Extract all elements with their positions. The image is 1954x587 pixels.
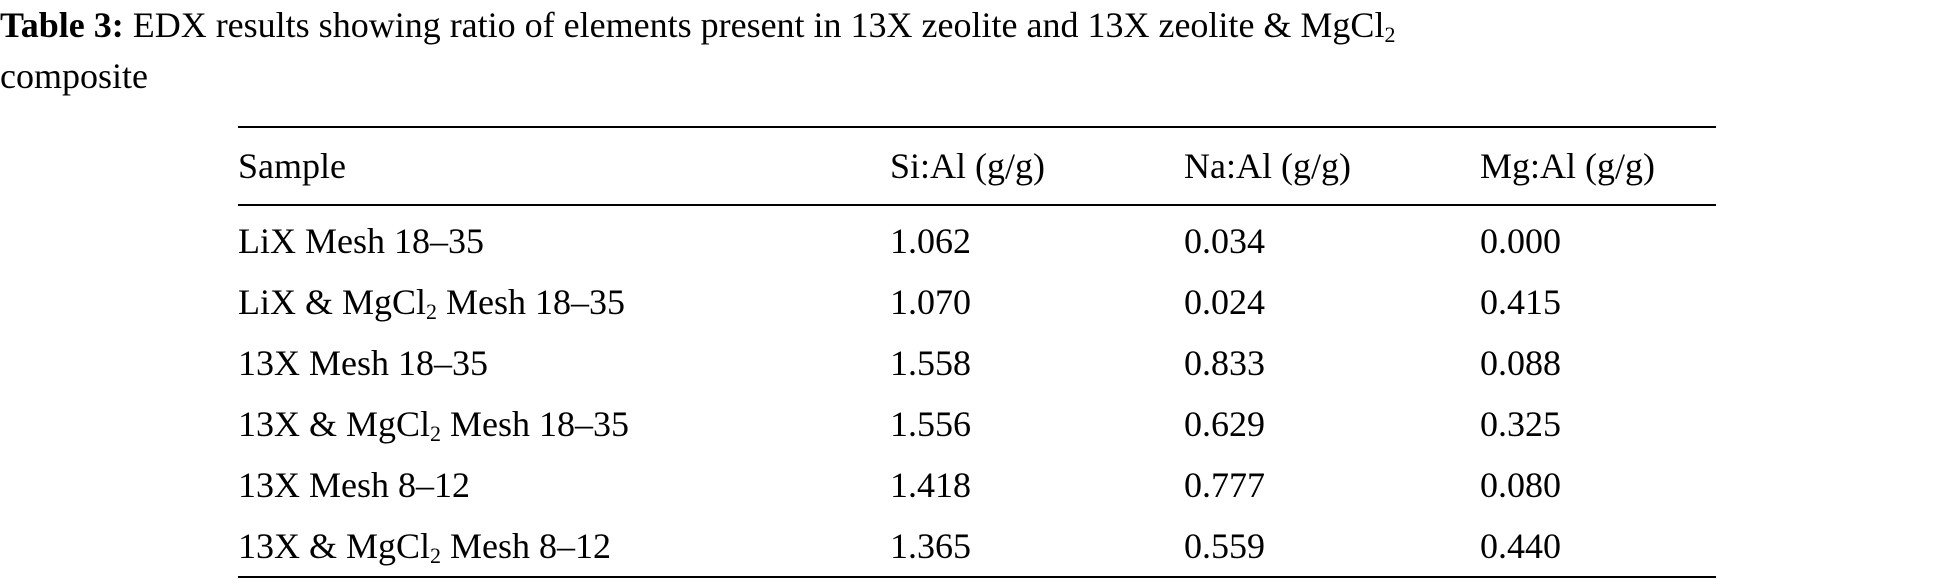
header-sample: Sample — [238, 146, 346, 186]
table-row: 13X & MgCl2 Mesh 8–12 1.365 0.559 0.440 — [238, 515, 1716, 577]
cell-mg-al: 0.440 — [1480, 525, 1561, 566]
cell-mg-al: 0.415 — [1480, 281, 1561, 322]
table-caption: Table 3: EDX results showing ratio of el… — [0, 0, 1954, 102]
cell-si-al: 1.556 — [890, 403, 971, 444]
sample-subscript: 2 — [430, 542, 442, 568]
cell-si-al: 1.365 — [890, 525, 971, 566]
cell-mg-al: 0.325 — [1480, 403, 1561, 444]
cell-si-al: 1.418 — [890, 464, 971, 505]
cell-na-al: 0.629 — [1184, 403, 1265, 444]
cell-si-al: 1.062 — [890, 220, 971, 261]
header-na-al: Na:Al (g/g) — [1184, 146, 1351, 186]
cell-mg-al: 0.080 — [1480, 464, 1561, 505]
header-si-al: Si:Al (g/g) — [890, 146, 1046, 186]
table-row: 13X & MgCl2 Mesh 18–35 1.556 0.629 0.325 — [238, 393, 1716, 454]
sample-suffix: Mesh 18–35 — [441, 403, 630, 444]
sample-name: 13X & MgCl — [238, 525, 431, 566]
edx-results-table: Sample Si:Al (g/g) Na:Al (g/g) Mg:Al (g/… — [238, 126, 1716, 578]
caption-subscript: 2 — [1384, 22, 1396, 47]
caption-label: Table 3: — [0, 5, 124, 45]
sample-name: 13X & MgCl — [238, 403, 431, 444]
cell-sample: 13X & MgCl2 Mesh 8–12 — [238, 515, 890, 577]
table-row: 13X Mesh 8–12 1.418 0.777 0.080 — [238, 454, 1716, 515]
cell-na-al: 0.034 — [1184, 220, 1265, 261]
sample-suffix: Mesh 8–12 — [441, 525, 612, 566]
cell-sample: LiX Mesh 18–35 — [238, 205, 890, 271]
table-row: 13X Mesh 18–35 1.558 0.833 0.088 — [238, 332, 1716, 393]
sample-name: 13X Mesh 18–35 — [238, 342, 488, 383]
cell-sample: 13X & MgCl2 Mesh 18–35 — [238, 393, 890, 454]
sample-subscript: 2 — [426, 298, 438, 324]
sample-name: 13X Mesh 8–12 — [238, 464, 470, 505]
table-row: LiX Mesh 18–35 1.062 0.034 0.000 — [238, 205, 1716, 271]
cell-na-al: 0.833 — [1184, 342, 1265, 383]
caption-text: EDX results showing ratio of elements pr… — [123, 5, 1385, 45]
cell-na-al: 0.777 — [1184, 464, 1265, 505]
sample-name: LiX & MgCl — [238, 281, 427, 322]
cell-si-al: 1.070 — [890, 281, 971, 322]
sample-subscript: 2 — [430, 420, 442, 446]
cell-sample: LiX & MgCl2 Mesh 18–35 — [238, 271, 890, 332]
header-mg-al: Mg:Al (g/g) — [1480, 146, 1655, 186]
cell-na-al: 0.024 — [1184, 281, 1265, 322]
table-row: LiX & MgCl2 Mesh 18–35 1.070 0.024 0.415 — [238, 271, 1716, 332]
caption-line-2: composite — [0, 56, 148, 96]
cell-sample: 13X Mesh 8–12 — [238, 454, 890, 515]
cell-sample: 13X Mesh 18–35 — [238, 332, 890, 393]
cell-si-al: 1.558 — [890, 342, 971, 383]
cell-mg-al: 0.000 — [1480, 220, 1561, 261]
sample-suffix: Mesh 18–35 — [437, 281, 626, 322]
results-table: Sample Si:Al (g/g) Na:Al (g/g) Mg:Al (g/… — [238, 126, 1716, 578]
cell-mg-al: 0.088 — [1480, 342, 1561, 383]
sample-name: LiX Mesh 18–35 — [238, 220, 484, 261]
cell-na-al: 0.559 — [1184, 525, 1265, 566]
caption-line-1: Table 3: EDX results showing ratio of el… — [0, 0, 1954, 51]
table-header-row: Sample Si:Al (g/g) Na:Al (g/g) Mg:Al (g/… — [238, 127, 1716, 205]
